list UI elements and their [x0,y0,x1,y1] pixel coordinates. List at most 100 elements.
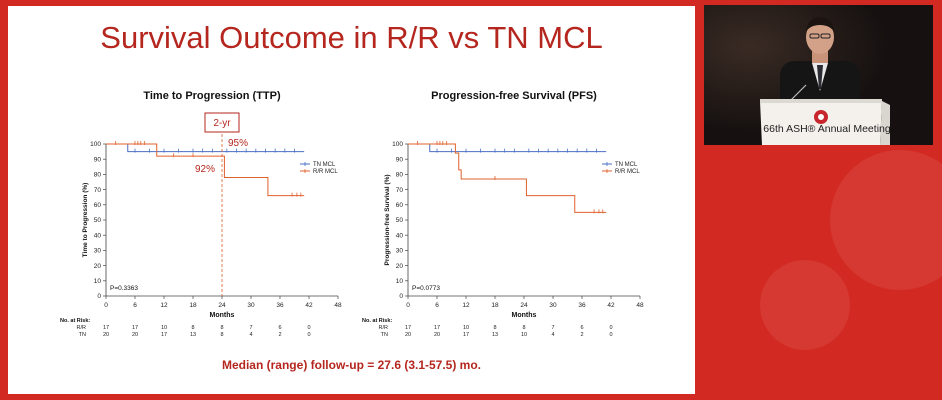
y-tick-label: 0 [399,293,403,300]
risk-count: 20 [132,332,138,338]
risk-count: 17 [463,332,469,338]
km-curve-tn-mcl [408,143,607,153]
ttp-chart: Time to Progression (TTP)0 6 12 18 24 30 36 42 4… [60,90,342,338]
risk-count: 2 [580,332,583,338]
x-tick-label: 36 [276,302,284,309]
risk-row-label: R/R [379,325,389,331]
x-tick-label: 12 [462,302,470,309]
risk-count: 17 [405,325,411,331]
risk-count: 6 [580,325,583,331]
risk-count: 17 [103,325,109,331]
risk-count: 0 [609,325,612,331]
risk-row-label: R/R [77,325,87,331]
y-tick-label: 20 [396,263,404,270]
risk-table-header: No. at Risk: [60,318,90,324]
chart-title: Time to Progression (TTP) [143,90,281,102]
y-tick-label: 30 [396,248,404,255]
risk-count: 8 [220,325,223,331]
risk-table-header: No. at Risk: [362,318,392,324]
risk-row-label: TN [79,332,86,338]
chart-title: Progression-free Survival (PFS) [431,90,597,102]
legend-entry: TN MCL [313,162,336,168]
speaker-video-scene [704,5,933,145]
x-axis-label: Months [512,312,537,319]
y-tick-label: 60 [396,202,404,209]
risk-count: 10 [161,325,167,331]
legend-entry: R/R MCL [313,169,338,175]
x-tick-label: 12 [160,302,168,309]
risk-count: 17 [132,325,138,331]
rr-two-year-value: 92% [195,164,215,175]
y-tick-label: 90 [396,156,404,163]
x-tick-label: 24 [218,302,226,309]
risk-count: 13 [190,332,196,338]
y-tick-label: 40 [396,232,404,239]
risk-count: 10 [463,325,469,331]
chart-area: Time to Progression (TTP)0 6 12 18 24 30 36 42 4… [60,90,644,338]
y-tick-label: 60 [94,202,102,209]
legend-entry: TN MCL [615,162,638,168]
risk-count: 8 [220,332,223,338]
x-tick-label: 18 [491,302,499,309]
x-tick-label: 30 [549,302,557,309]
x-tick-label: 48 [636,302,644,309]
risk-count: 4 [551,332,554,338]
risk-count: 6 [278,325,281,331]
y-tick-label: 80 [94,172,102,179]
y-tick-label: 90 [94,156,102,163]
risk-count: 20 [405,332,411,338]
x-tick-label: 30 [247,302,255,309]
follow-up-footnote: Median (range) follow-up = 27.6 (3.1-57.… [221,358,482,372]
presentation-slide: Survival Outcome in R/R vs TN MCL Time t… [8,6,695,394]
tn-two-year-value: 95% [228,138,248,149]
bg-decoration-circle [760,260,850,350]
y-tick-label: 30 [94,248,102,255]
risk-count: 8 [522,325,525,331]
risk-count: 7 [249,325,252,331]
risk-count: 10 [521,332,527,338]
y-axis-label: Time to Progression (%) [82,183,89,258]
x-tick-label: 24 [520,302,528,309]
y-tick-label: 100 [392,141,403,148]
slide-title: Survival Outcome in R/R vs TN MCL [100,20,603,55]
x-tick-label: 6 [435,302,439,309]
x-tick-label: 0 [104,302,108,309]
y-axis-label: Progression-free Survival (%) [384,174,391,265]
x-tick-label: 36 [578,302,586,309]
y-tick-label: 70 [94,187,102,194]
risk-count: 20 [434,332,440,338]
y-tick-label: 50 [396,217,404,224]
km-curve-r-r-mcl [106,143,305,197]
risk-count: 20 [103,332,109,338]
y-tick-label: 100 [90,141,101,148]
y-tick-label: 10 [396,278,404,285]
risk-count: 2 [278,332,281,338]
podium [760,99,890,145]
x-tick-label: 6 [133,302,137,309]
risk-count: 0 [609,332,612,338]
x-axis-label: Months [210,312,235,319]
risk-count: 0 [307,325,310,331]
risk-count: 17 [434,325,440,331]
risk-row-label: TN [381,332,388,338]
y-tick-label: 20 [94,263,102,270]
km-curve-r-r-mcl [408,143,607,213]
bg-decoration-circle [830,150,942,290]
two-year-box-label: 2-yr [213,118,231,129]
risk-count: 0 [307,332,310,338]
x-tick-label: 0 [406,302,410,309]
y-tick-label: 40 [94,232,102,239]
x-tick-label: 42 [305,302,313,309]
risk-count: 4 [249,332,252,338]
legend-entry: R/R MCL [615,169,640,175]
risk-count: 8 [493,325,496,331]
x-tick-label: 18 [189,302,197,309]
y-tick-label: 70 [396,187,404,194]
risk-count: 7 [551,325,554,331]
risk-count: 13 [492,332,498,338]
km-curve-tn-mcl [106,143,305,153]
p-value-label: P=0.0773 [412,285,440,292]
speaker-video: 66th ASH® Annual Meeting [704,5,933,145]
pfs-chart: Progression-free Survival (PFS)0 6 12 18 24 3… [362,90,644,338]
x-tick-label: 42 [607,302,615,309]
